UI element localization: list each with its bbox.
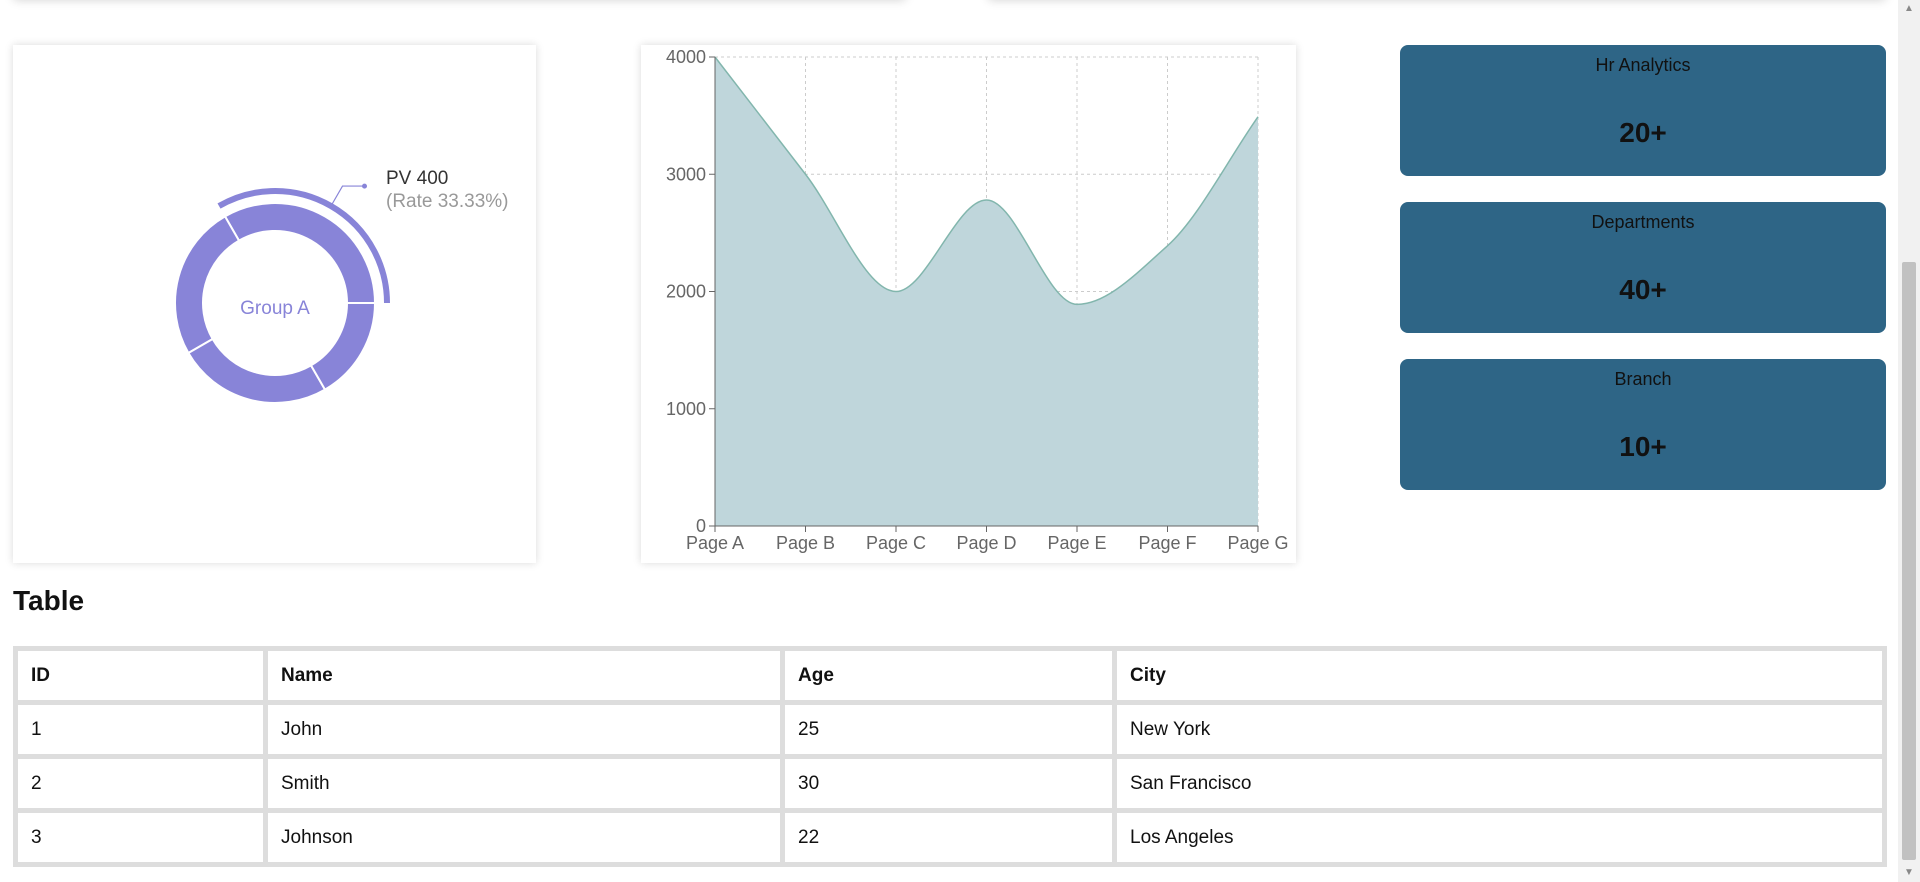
stat-card-hr-analytics: Hr Analytics 20+ xyxy=(1400,45,1886,176)
pie-active-value-label: PV 400 xyxy=(386,168,448,189)
pie-slice[interactable] xyxy=(187,337,327,404)
cell-age: 30 xyxy=(785,759,1112,808)
header-name: Name xyxy=(268,651,780,700)
x-tick-label: Page C xyxy=(866,533,926,553)
cell-city: Los Angeles xyxy=(1117,813,1882,862)
table-row: 3 Johnson 22 Los Angeles xyxy=(18,813,1882,862)
cell-age: 25 xyxy=(785,705,1112,754)
table-row: 2 Smith 30 San Francisco xyxy=(18,759,1882,808)
pie-slices xyxy=(174,202,377,404)
pie-chart-card: Group A PV 400 (Rate 33.33%) xyxy=(13,45,536,563)
scroll-down-arrow-icon[interactable]: ▼ xyxy=(1904,867,1914,878)
pie-leader-line xyxy=(330,185,365,207)
header-id: ID xyxy=(18,651,263,700)
cell-name: Smith xyxy=(268,759,780,808)
x-tick-label: Page G xyxy=(1227,533,1288,553)
cell-id: 1 xyxy=(18,705,263,754)
y-tick-label: 2000 xyxy=(666,282,706,302)
stat-label: Departments xyxy=(1591,212,1695,232)
cell-age: 22 xyxy=(785,813,1112,862)
stat-value: 20+ xyxy=(1619,117,1667,148)
scrollbar-thumb[interactable] xyxy=(1902,262,1916,860)
cell-name: Johnson xyxy=(268,813,780,862)
area-chart-card: 0 1000 2000 3000 4000 Page A Page B Page C Page … xyxy=(641,45,1296,563)
vertical-scrollbar[interactable]: ▲ ▼ xyxy=(1898,0,1920,882)
table-title: Table xyxy=(13,585,85,616)
cell-city: San Francisco xyxy=(1117,759,1882,808)
stat-card-departments: Departments 40+ xyxy=(1400,202,1886,333)
pie-slice[interactable] xyxy=(174,215,241,355)
area-chart: 0 1000 2000 3000 4000 Page A Page B Page C Page … xyxy=(666,47,1289,553)
x-tick-label: Page B xyxy=(776,533,835,553)
cell-name: John xyxy=(268,705,780,754)
x-tick-label: Page D xyxy=(956,533,1016,553)
x-tick-label: Page E xyxy=(1047,533,1106,553)
stat-value: 10+ xyxy=(1619,431,1667,462)
x-tick-label: Page A xyxy=(686,533,744,553)
y-tick-label: 1000 xyxy=(666,399,706,419)
cell-id: 3 xyxy=(18,813,263,862)
x-tick-label: Page F xyxy=(1138,533,1196,553)
y-tick-label: 0 xyxy=(696,516,706,536)
data-table: ID Name Age City 1 John 25 New York 2 Sm… xyxy=(13,646,1887,867)
y-tick-label: 4000 xyxy=(666,47,706,67)
area-series-fill xyxy=(715,57,1258,526)
stat-label: Branch xyxy=(1614,369,1672,389)
pie-active-outer-ring xyxy=(217,188,390,304)
area-series-line xyxy=(714,56,1259,306)
stat-label: Hr Analytics xyxy=(1595,55,1691,75)
pie-chart: Group A PV 400 (Rate 33.33%) xyxy=(174,168,509,404)
area-chart-axes: 0 1000 2000 3000 4000 Page A Page B Page C Page … xyxy=(666,47,1289,553)
pie-slice[interactable] xyxy=(309,302,377,391)
header-age: Age xyxy=(785,651,1112,700)
cell-id: 2 xyxy=(18,759,263,808)
pie-center-label: Group A xyxy=(240,298,310,319)
y-tick-label: 3000 xyxy=(666,164,706,184)
cell-city: New York xyxy=(1117,705,1882,754)
pie-active-rate-label: (Rate 33.33%) xyxy=(386,191,509,212)
table-header-row: ID Name Age City xyxy=(18,651,1882,700)
header-city: City xyxy=(1117,651,1882,700)
pie-leader-dot xyxy=(362,183,367,189)
table-row: 1 John 25 New York xyxy=(18,705,1882,754)
stat-value: 40+ xyxy=(1619,274,1667,305)
stat-card-branch: Branch 10+ xyxy=(1400,359,1886,490)
scroll-up-arrow-icon[interactable]: ▲ xyxy=(1904,3,1914,14)
